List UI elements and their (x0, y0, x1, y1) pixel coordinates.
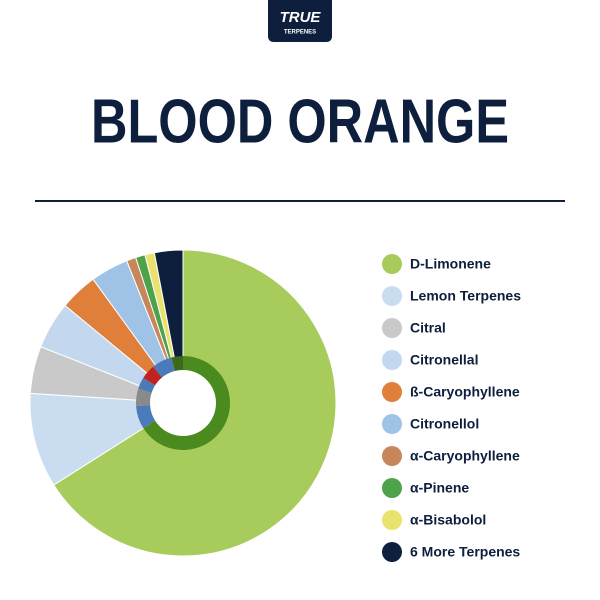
legend-label: ß-Caryophyllene (410, 384, 520, 400)
legend: D-Limonene Lemon Terpenes Citral Citronella… (382, 254, 521, 562)
legend-swatch (382, 510, 402, 530)
hole (150, 370, 216, 436)
legend-label: Lemon Terpenes (410, 288, 521, 304)
legend-swatch (382, 446, 402, 466)
legend-label: 6 More Terpenes (410, 544, 520, 560)
legend-swatch (382, 542, 402, 562)
title: BLOOD ORANGE (91, 87, 509, 156)
legend-label: α-Pinene (410, 480, 469, 496)
legend-label: Citral (410, 320, 446, 336)
legend-swatch (382, 350, 402, 370)
legend-label: α-Bisabolol (410, 512, 486, 528)
logo-text: TRUE (280, 9, 322, 26)
legend-swatch (382, 254, 402, 274)
legend-label: α-Caryophyllene (410, 448, 520, 464)
legend-label: Citronellol (410, 416, 479, 432)
legend-swatch (382, 478, 402, 498)
legend-label: D-Limonene (410, 256, 491, 272)
legend-swatch (382, 382, 402, 402)
legend-swatch (382, 318, 402, 338)
pie (29, 249, 337, 557)
logo-badge (268, 0, 332, 42)
legend-swatch (382, 286, 402, 306)
logo-subtext: TERPENES (284, 30, 316, 36)
legend-swatch (382, 414, 402, 434)
legend-label: Citronellal (410, 352, 478, 368)
